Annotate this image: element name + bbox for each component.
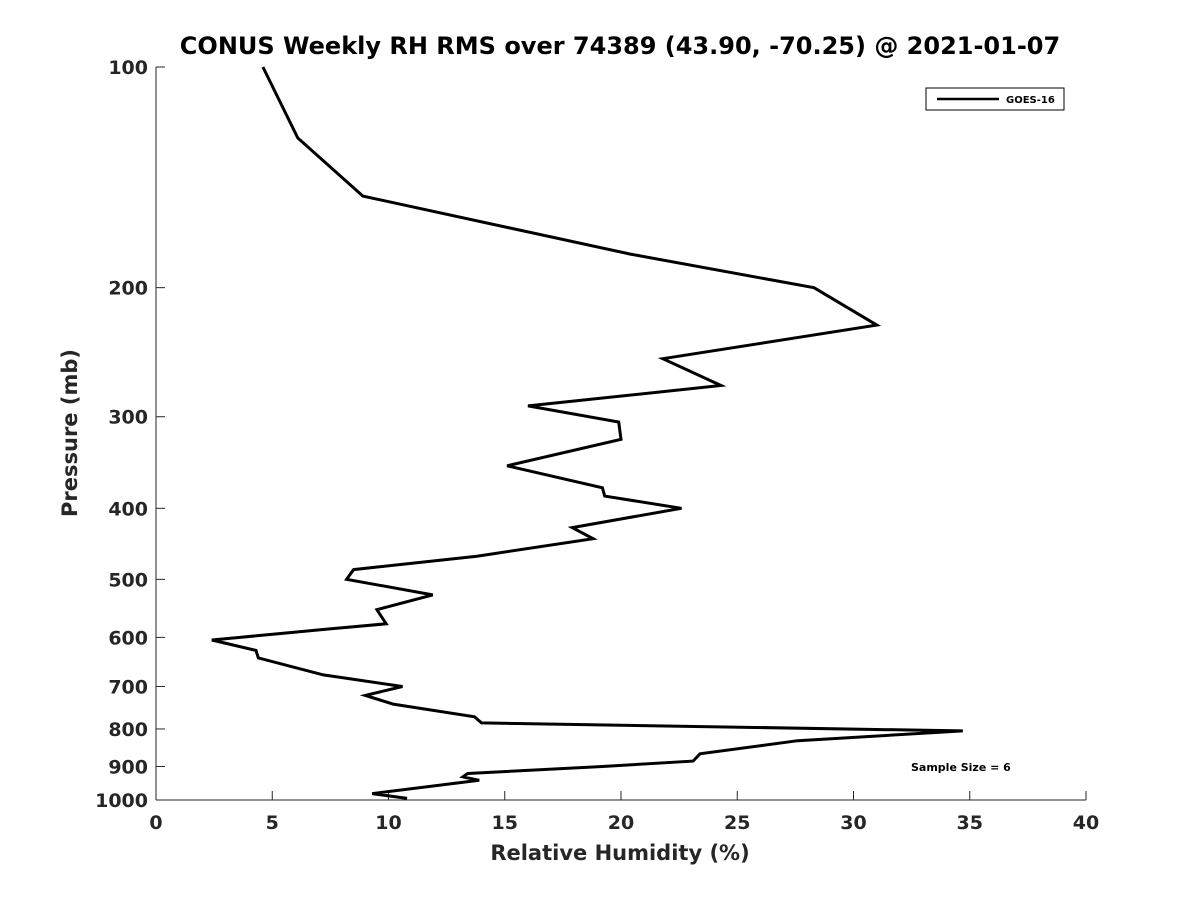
x-tick-label: 40: [1073, 812, 1099, 834]
sample-size-annotation: Sample Size = 6: [911, 761, 1011, 774]
y-tick-label: 300: [108, 407, 148, 429]
y-axis: 100 200 300 400 500 600 700 800 900 1000: [95, 57, 165, 812]
legend-label-goes-16: GOES-16: [1006, 95, 1055, 106]
y-tick-label: 1000: [95, 790, 148, 812]
series-layer: [211, 66, 963, 800]
y-tick-label: 700: [108, 676, 148, 698]
y-tick-label: 600: [108, 627, 148, 649]
y-tick-label: 100: [108, 57, 148, 79]
x-axis: 0 5 10 15 20 25 30 35 40: [149, 791, 1099, 834]
y-tick-label: 900: [108, 756, 148, 778]
y-axis-label: Pressure (mb): [58, 349, 82, 517]
x-tick-label: 35: [957, 812, 983, 834]
x-tick-label: 0: [149, 812, 162, 834]
x-tick-label: 25: [724, 812, 750, 834]
x-tick-label: 15: [492, 812, 518, 834]
y-tick-label: 400: [108, 498, 148, 520]
y-tick-label: 500: [108, 569, 148, 591]
series-line-goes-16: [211, 66, 963, 800]
y-tick-label: 200: [108, 278, 148, 300]
y-tick-label: 800: [108, 719, 148, 741]
x-tick-label: 5: [266, 812, 279, 834]
x-tick-label: 20: [608, 812, 634, 834]
x-tick-label: 30: [840, 812, 866, 834]
legend: GOES-16: [925, 87, 1065, 111]
x-tick-label: 10: [375, 812, 401, 834]
x-axis-label: Relative Humidity (%): [490, 841, 749, 865]
chart-title: CONUS Weekly RH RMS over 74389 (43.90, -…: [180, 32, 1060, 60]
